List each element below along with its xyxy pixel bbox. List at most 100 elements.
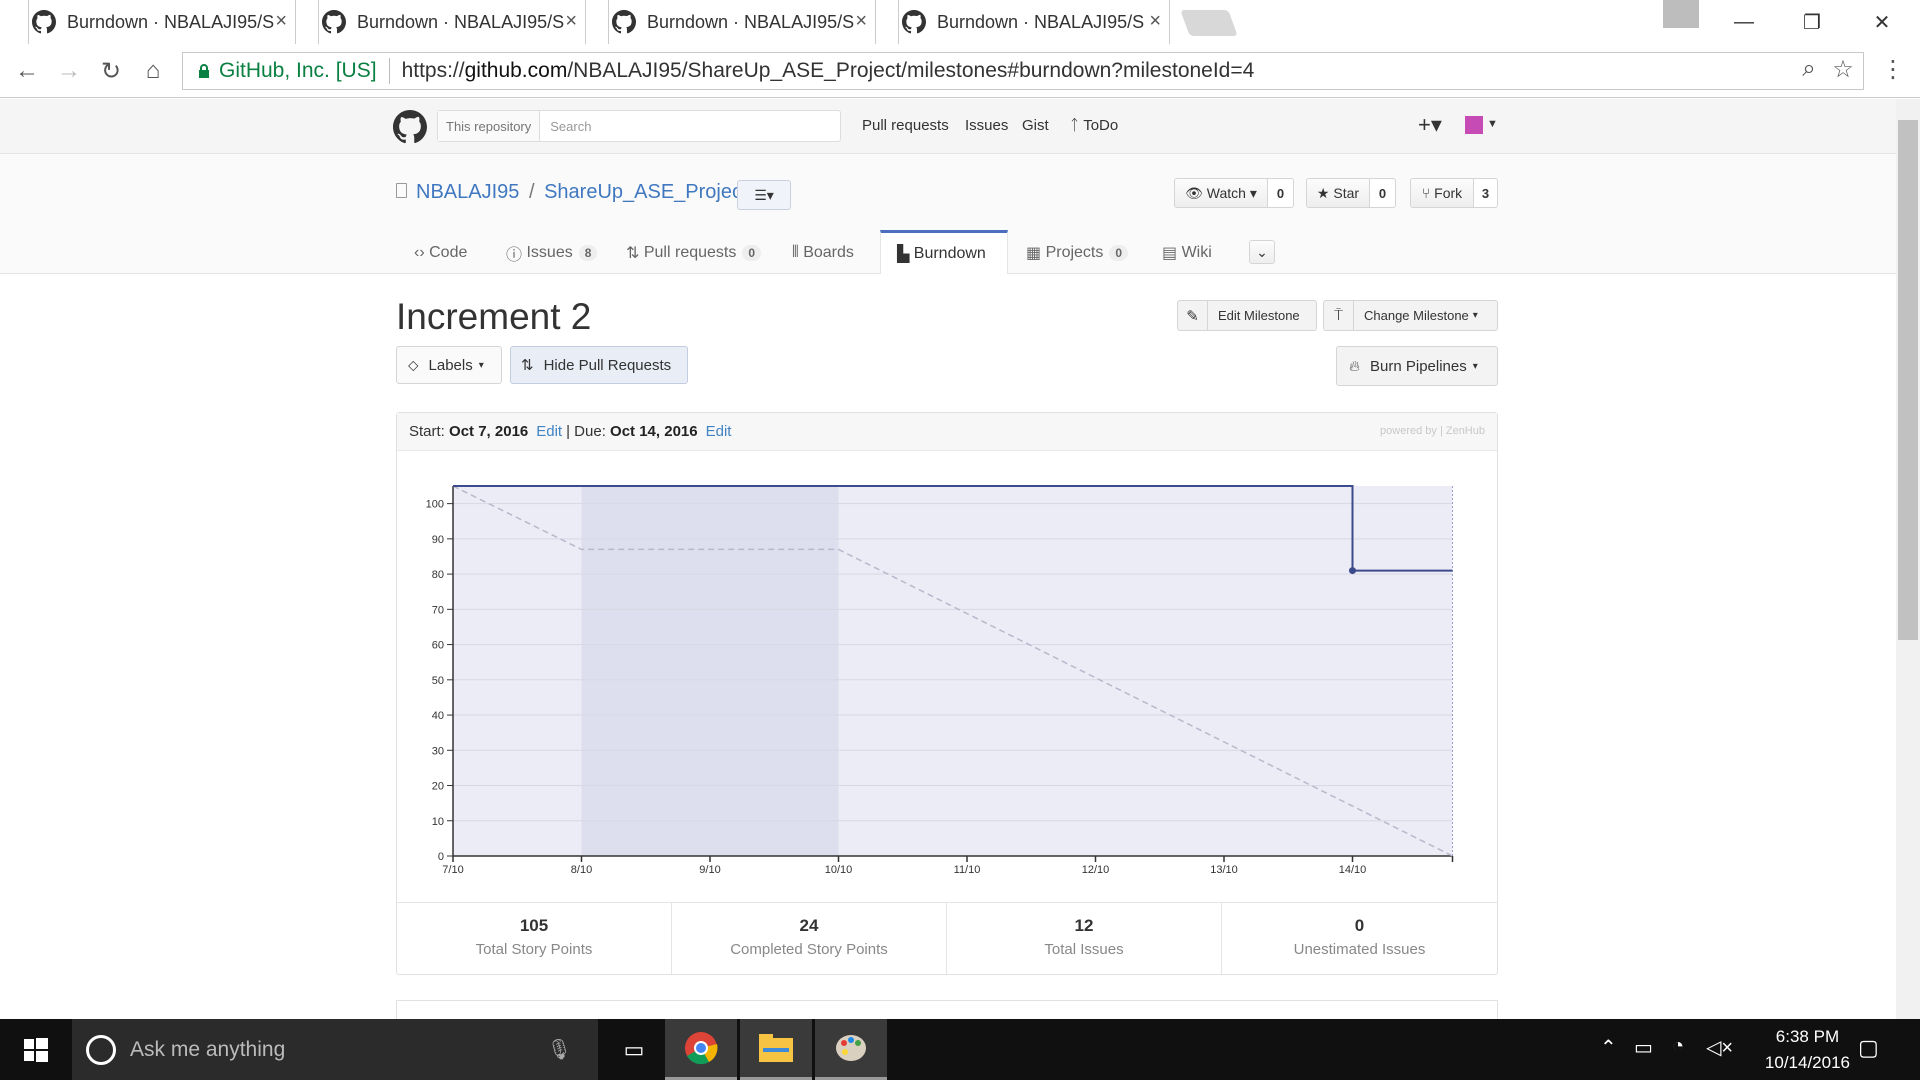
- tab-boards[interactable]: ⫴ Boards: [792, 231, 854, 274]
- tab-burndown-label: Burndown: [913, 244, 986, 262]
- close-icon[interactable]: ×: [855, 10, 867, 32]
- issue-opened-icon: ⓘ: [506, 246, 523, 264]
- stat-unestimated-issues: 0 Unestimated Issues: [1222, 902, 1497, 974]
- stat-value: 24: [799, 916, 819, 935]
- x-tick-label: 10/10: [825, 864, 853, 876]
- nav-gist[interactable]: Gist: [1022, 117, 1049, 134]
- change-milestone-button[interactable]: ⍑ Change Milestone ▾: [1323, 300, 1498, 331]
- repo-title: NBALAJI95 / ShareUp_ASE_Project: [416, 181, 748, 204]
- reload-icon[interactable]: ↻: [100, 57, 122, 85]
- fork-button[interactable]: ⑂ Fork: [1410, 178, 1474, 208]
- back-icon[interactable]: ←: [15, 57, 39, 84]
- edit-start-link[interactable]: Edit: [536, 423, 563, 440]
- start-label: Start:: [409, 423, 445, 440]
- wifi-icon[interactable]: ◔: [1672, 1035, 1685, 1057]
- search-input[interactable]: This repository Search: [437, 110, 841, 142]
- stat-total-issues: 12 Total Issues: [947, 902, 1222, 974]
- new-tab-button[interactable]: [1180, 10, 1238, 36]
- stat-total-story-points: 105 Total Story Points: [397, 902, 672, 974]
- y-tick-label: 30: [432, 745, 444, 757]
- pin-icon: ᛏ: [1070, 117, 1080, 134]
- star-button[interactable]: ★ Star: [1306, 178, 1370, 208]
- profile-icon[interactable]: [1663, 0, 1699, 28]
- watch-count[interactable]: 0: [1267, 178, 1294, 208]
- system-clock[interactable]: 6:38 PM 10/14/2016: [1765, 1024, 1850, 1076]
- paint-taskbar-icon[interactable]: [815, 1019, 887, 1080]
- edit-milestone-button[interactable]: ✎ Edit Milestone: [1177, 300, 1317, 331]
- browser-tab-4-active[interactable]: Burndown · NBALAJI95/S ×: [898, 0, 1170, 44]
- tab-issues[interactable]: ⓘ Issues 8: [506, 231, 598, 274]
- list-icon: ☰▾: [754, 186, 774, 203]
- y-tick-label: 90: [432, 534, 444, 546]
- bookmark-star-icon[interactable]: ☆: [1832, 55, 1854, 83]
- watch-button[interactable]: 👁 Watch ▾: [1174, 178, 1268, 208]
- fork-count[interactable]: 3: [1473, 178, 1498, 208]
- browser-tab-1[interactable]: Burndown · NBALAJI95/S ×: [28, 0, 296, 44]
- nav-todo[interactable]: ᛏ ToDo: [1070, 117, 1118, 134]
- home-icon[interactable]: ⌂: [145, 57, 161, 84]
- battery-icon[interactable]: ▭: [1634, 1037, 1653, 1059]
- repo-name-link[interactable]: ShareUp_ASE_Project: [544, 181, 748, 203]
- close-icon[interactable]: ×: [1149, 10, 1161, 32]
- volume-muted-icon[interactable]: ◁×: [1706, 1037, 1734, 1059]
- microphone-icon[interactable]: 🎙︎: [546, 1039, 572, 1061]
- tab-pull-requests[interactable]: ⇅ Pull requests 0: [626, 231, 762, 274]
- browser-tab-2[interactable]: Burndown · NBALAJI95/S ×: [318, 0, 586, 44]
- zoom-icon[interactable]: ⌕: [1802, 55, 1816, 82]
- windows-start-icon[interactable]: [0, 1019, 72, 1080]
- close-icon[interactable]: ×: [565, 10, 577, 32]
- url-prefix: https://: [401, 59, 465, 82]
- show-hidden-icons-icon[interactable]: ⌃: [1600, 1037, 1617, 1059]
- forward-icon[interactable]: →: [57, 57, 81, 84]
- browser-tab-3[interactable]: Burndown · NBALAJI95/S ×: [608, 0, 876, 44]
- more-tabs-button[interactable]: ⌄: [1249, 240, 1275, 264]
- chrome-taskbar-icon[interactable]: [665, 1019, 737, 1080]
- stat-completed-story-points: 24 Completed Story Points: [672, 902, 947, 974]
- minimize-icon[interactable]: —: [1734, 10, 1754, 33]
- tab-projects[interactable]: ▦ Projects 0: [1026, 231, 1129, 274]
- chevron-down-icon[interactable]: ▼: [1487, 118, 1498, 130]
- plus-dropdown-icon[interactable]: +▾: [1418, 112, 1442, 137]
- burn-pipelines-button[interactable]: 🔥︎ Burn Pipelines ▾: [1336, 346, 1498, 386]
- folder-icon: [759, 1034, 793, 1062]
- nav-pull-requests[interactable]: Pull requests: [862, 117, 949, 134]
- chevron-down-icon: ⌄: [1256, 243, 1268, 260]
- tab-burndown[interactable]: ▙ Burndown: [880, 230, 1008, 274]
- close-window-icon[interactable]: ✕: [1873, 11, 1891, 34]
- y-tick-label: 100: [426, 499, 444, 511]
- repo-menu-button[interactable]: ☰▾: [737, 180, 791, 210]
- github-icon: [322, 10, 346, 34]
- menu-icon[interactable]: ⋮: [1881, 55, 1905, 83]
- close-icon[interactable]: ×: [275, 10, 287, 32]
- edit-due-link[interactable]: Edit: [705, 423, 732, 440]
- avatar[interactable]: [1465, 116, 1483, 134]
- security-label: GitHub, Inc. [US]: [219, 59, 377, 82]
- cortana-search-box[interactable]: Ask me anything 🎙︎: [72, 1019, 598, 1080]
- task-view-icon[interactable]: ▭: [623, 1036, 645, 1062]
- restore-icon[interactable]: ❐: [1803, 11, 1821, 34]
- address-bar[interactable]: GitHub, Inc. [US] https://github.com/NBA…: [182, 52, 1864, 90]
- pull-requests-count: 0: [742, 244, 762, 261]
- signpost-icon: ⍑: [1324, 301, 1354, 330]
- labels-button[interactable]: ⬦ Labels ▾: [396, 346, 502, 384]
- hide-pull-requests-label: Hide Pull Requests: [543, 356, 672, 374]
- nav-issues[interactable]: Issues: [965, 117, 1009, 134]
- ideal-burndown-line: [452, 485, 1453, 857]
- x-tick-label: 11/10: [954, 864, 981, 876]
- x-tick-label: 7/10: [442, 864, 463, 876]
- due-date: Oct 14, 2016: [610, 423, 698, 440]
- star-label: Star: [1333, 185, 1360, 201]
- action-center-icon[interactable]: ▢: [1858, 1035, 1879, 1060]
- stat-value: 105: [519, 916, 549, 935]
- tab-code[interactable]: ‹› Code: [414, 231, 467, 274]
- star-count[interactable]: 0: [1369, 178, 1396, 208]
- scrollbar-thumb[interactable]: [1898, 120, 1918, 640]
- tag-icon: ⬦: [408, 356, 419, 374]
- burn-pipelines-label: Burn Pipelines: [1370, 357, 1467, 375]
- tab-wiki[interactable]: ▤ Wiki: [1162, 231, 1212, 274]
- github-logo-icon[interactable]: [393, 110, 427, 144]
- repo-owner-link[interactable]: NBALAJI95: [416, 181, 520, 203]
- hide-pull-requests-button[interactable]: ⇅ Hide Pull Requests: [510, 346, 688, 384]
- weekend-shade: [581, 486, 839, 856]
- file-explorer-taskbar-icon[interactable]: [740, 1019, 812, 1080]
